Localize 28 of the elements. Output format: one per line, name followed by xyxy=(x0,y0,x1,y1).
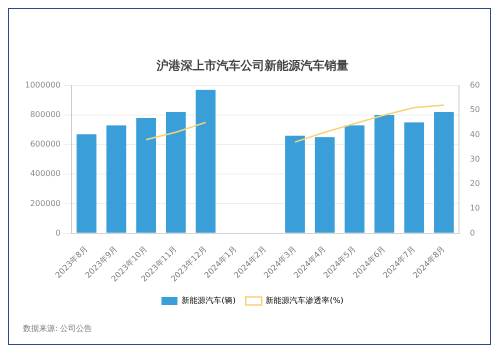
bar xyxy=(285,136,305,233)
y-tick-label: 400000 xyxy=(30,169,61,178)
bar xyxy=(434,112,454,233)
chart-title: 沪港深上市汽车公司新能源汽车销量 xyxy=(156,58,348,72)
y2-tick-label: 30 xyxy=(470,154,480,164)
bar xyxy=(404,122,424,233)
bar xyxy=(106,125,126,233)
y-tick-label: 0 xyxy=(56,228,61,238)
bar xyxy=(76,134,96,233)
y-tick-label: 600000 xyxy=(30,140,61,149)
bar xyxy=(314,137,335,233)
y-tick-label: 200000 xyxy=(30,198,61,208)
y2-tick-label: 20 xyxy=(470,179,480,188)
y2-tick-label: 0 xyxy=(470,228,475,238)
y2-tick-label: 10 xyxy=(470,204,480,213)
bar xyxy=(136,118,156,233)
bar xyxy=(166,112,186,233)
legend-label: 新能源汽车(辆) xyxy=(181,296,236,306)
bar xyxy=(344,125,364,233)
legend-label: 新能源汽车渗透率(%) xyxy=(266,296,344,306)
bar xyxy=(374,114,394,233)
y2-tick-label: 50 xyxy=(470,105,480,114)
y2-tick-label: 40 xyxy=(470,130,480,139)
y-tick-label: 800000 xyxy=(30,110,61,120)
y-tick-label: 1000000 xyxy=(24,80,61,90)
source-note: 数据来源: 公司公告 xyxy=(23,323,94,334)
bar xyxy=(196,90,216,233)
y2-tick-label: 60 xyxy=(470,80,480,90)
